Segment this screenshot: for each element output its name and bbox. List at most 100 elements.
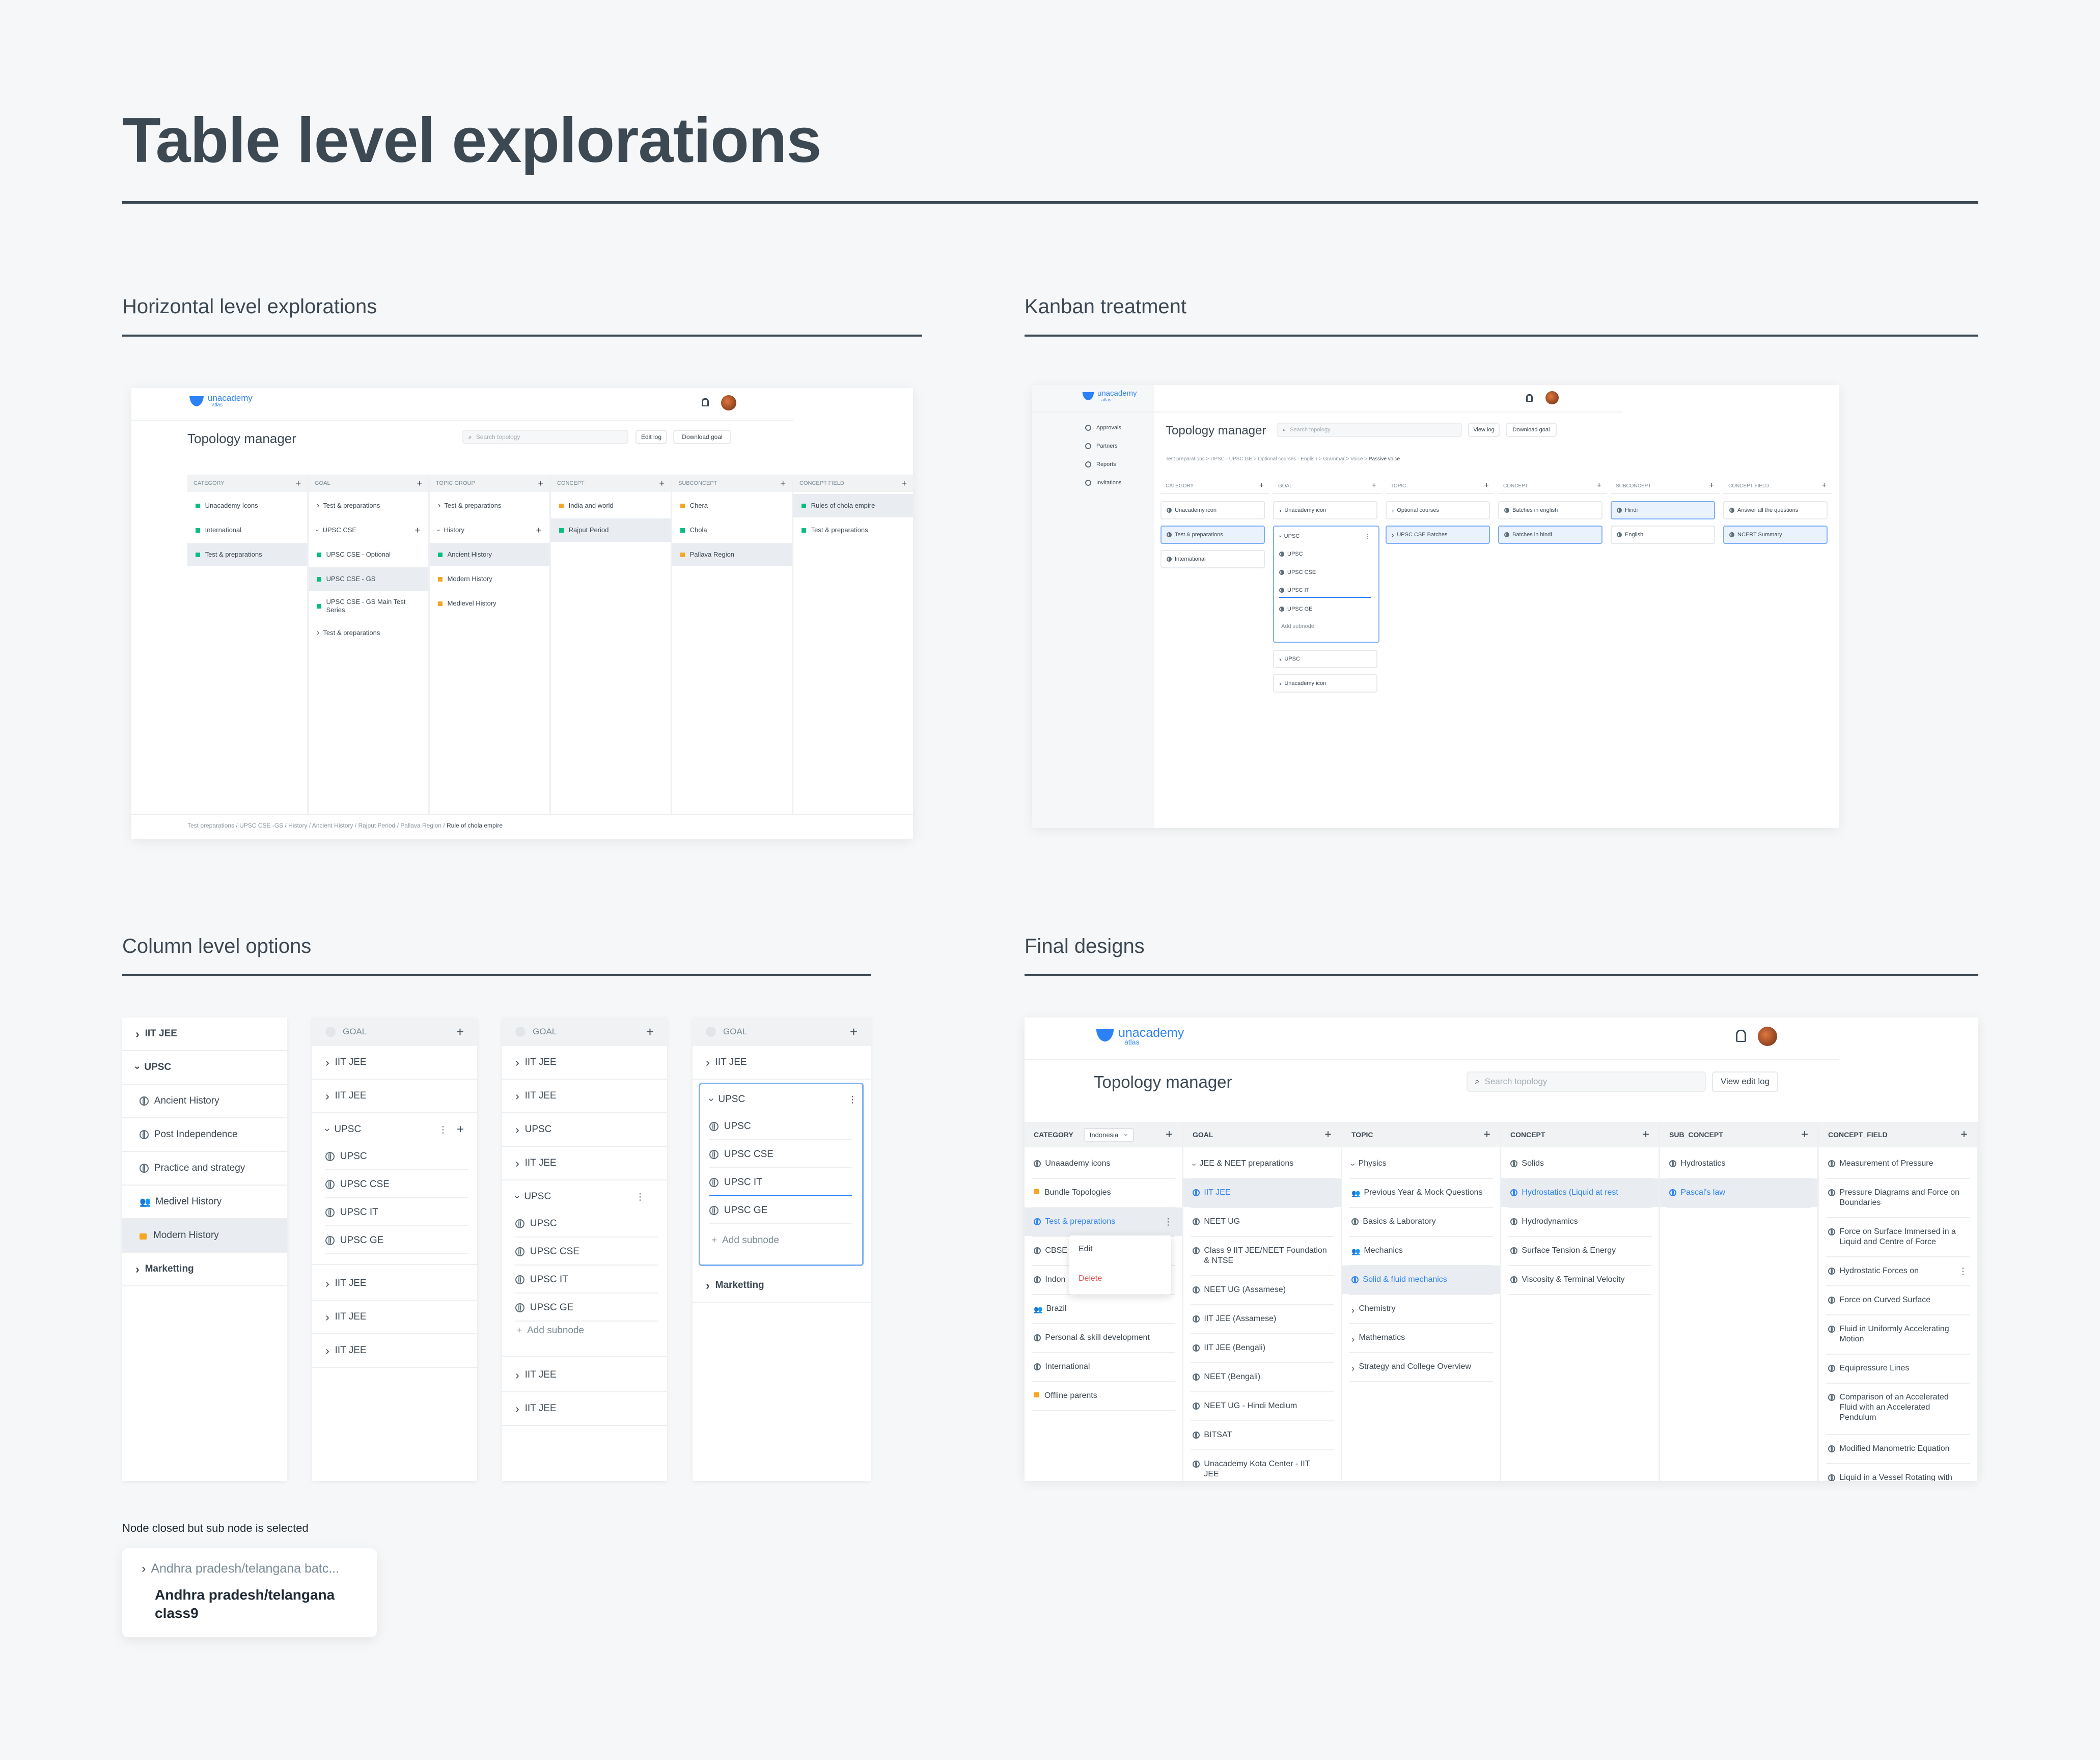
list-item[interactable]: 👥 Mechanics	[1342, 1236, 1500, 1265]
list-item[interactable]: Basics & Laboratory	[1342, 1207, 1500, 1236]
nav-item-invitations[interactable]: Invitations	[1085, 477, 1122, 489]
subnode-item[interactable]: UPSC IT	[709, 1170, 852, 1196]
kanban-card[interactable]: Hindi	[1611, 501, 1715, 519]
list-item[interactable]: Medievel History	[430, 592, 549, 615]
list-item[interactable]: Test & preparations	[187, 543, 307, 566]
list-item[interactable]: Comparison of an Accelerated Fluid with a…	[1819, 1383, 1977, 1434]
list-item[interactable]: › History +	[430, 518, 549, 542]
list-item[interactable]: Unacademy Icons	[187, 494, 307, 517]
list-item[interactable]: Test & preparations ⋮	[1025, 1207, 1182, 1236]
group-item[interactable]: UPSC IT	[1279, 584, 1371, 598]
list-item[interactable]: Hydrostatics (Liquid at rest	[1501, 1178, 1659, 1207]
add-icon[interactable]: +	[1483, 1128, 1490, 1141]
list-item[interactable]: Indon	[1025, 1266, 1182, 1294]
kanban-card[interactable]: Test & preparations	[1160, 526, 1265, 544]
list-item[interactable]: › IIT JEE	[502, 1147, 667, 1179]
add-icon[interactable]: +	[1371, 481, 1376, 490]
add-subnode-button[interactable]: Add subnode	[1281, 623, 1314, 629]
subnode-item[interactable]: UPSC CSE	[325, 1172, 468, 1198]
more-icon[interactable]: ⋮	[848, 1094, 857, 1105]
list-item[interactable]: › Mathematics	[1342, 1324, 1500, 1352]
list-item[interactable]: › IIT JEE	[502, 1080, 667, 1112]
list-item[interactable]: Unacademy Kota Center - IIT JEE	[1183, 1450, 1341, 1481]
add-icon[interactable]: +	[456, 1122, 464, 1136]
list-item[interactable]: › IIT JEE	[312, 1080, 477, 1112]
view-edit-log-button[interactable]: View edit log	[1712, 1071, 1778, 1092]
add-icon[interactable]: +	[538, 478, 543, 488]
list-item[interactable]: Ancient History	[122, 1085, 287, 1117]
add-icon[interactable]: +	[1821, 481, 1827, 490]
list-item[interactable]: Post Independence	[122, 1118, 287, 1151]
add-icon[interactable]: +	[1960, 1128, 1968, 1141]
list-item[interactable]: Ancient History	[430, 543, 549, 566]
list-item[interactable]: Fluid in Uniformly Accelerating Motion	[1819, 1315, 1977, 1354]
list-item[interactable]: › UPSC	[122, 1051, 287, 1084]
list-item[interactable]: Force on Surface Immersed in a Liquid and…	[1819, 1218, 1977, 1256]
list-item[interactable]: IIT JEE (Assamese)	[1183, 1305, 1341, 1333]
breadcrumb-item[interactable]: UPSC - UPSC GE	[1210, 456, 1252, 462]
group-header[interactable]: ›UPSC ⋮	[709, 1089, 857, 1110]
list-item[interactable]: NEET UG - Hindi Medium	[1183, 1392, 1341, 1420]
list-item[interactable]: › Test & preparations	[430, 494, 549, 517]
list-item[interactable]: › IIT JEE	[502, 1359, 667, 1391]
download-goal-button[interactable]: Download goal	[673, 430, 731, 444]
group-item[interactable]: UPSC	[1279, 547, 1371, 561]
list-item[interactable]: NEET UG (Assamese)	[1183, 1276, 1341, 1304]
selected-subnode[interactable]: Andhra pradesh/telangana class9	[155, 1587, 335, 1621]
list-item[interactable]: CBSE	[1025, 1236, 1182, 1265]
list-item[interactable]: UPSC CSE - GS Main Test Series	[309, 592, 428, 620]
collapsed-node[interactable]: › Andhra pradesh/telangana batc...	[142, 1561, 340, 1576]
list-item[interactable]: › UPSC	[502, 1113, 667, 1146]
breadcrumb-item[interactable]: Ancient History	[312, 822, 353, 829]
add-icon[interactable]: +	[780, 478, 786, 488]
kanban-card[interactable]: Answer all the questions	[1723, 501, 1828, 519]
list-item[interactable]: › Marketting	[693, 1269, 871, 1302]
add-icon[interactable]: +	[659, 478, 665, 488]
list-item[interactable]: IIT JEE	[1183, 1178, 1341, 1207]
list-item[interactable]: Pascal's law	[1660, 1178, 1817, 1207]
list-item[interactable]: Rules of chola empire	[793, 494, 913, 517]
breadcrumb-item[interactable]: UPSC CSE -GS	[239, 822, 284, 829]
kanban-card[interactable]: NCERT Summary	[1723, 526, 1828, 544]
list-item[interactable]: Unaaademy icons	[1025, 1149, 1182, 1178]
more-icon[interactable]: ⋮	[1164, 1217, 1173, 1227]
kanban-card[interactable]: › Unacademy icon	[1273, 501, 1377, 519]
list-item[interactable]: BITSAT	[1183, 1421, 1341, 1449]
kanban-card[interactable]: › UPSC	[1273, 650, 1377, 668]
search-input[interactable]: ⌕ Search topology	[1467, 1071, 1706, 1092]
nav-item-reports[interactable]: Reports	[1085, 458, 1116, 471]
subnode-item[interactable]: UPSC	[709, 1114, 852, 1140]
add-icon[interactable]: +	[646, 1024, 654, 1039]
add-icon[interactable]: +	[1709, 481, 1714, 490]
list-item[interactable]: Chera	[672, 494, 792, 517]
breadcrumb-item[interactable]: Pallava Region	[400, 822, 441, 829]
list-item[interactable]: IIT JEE (Bengali)	[1183, 1334, 1341, 1362]
list-item[interactable]: › JEE & NEET preparations	[1183, 1149, 1341, 1178]
list-item[interactable]: International	[1025, 1353, 1182, 1381]
avatar[interactable]	[1758, 1027, 1777, 1046]
list-item[interactable]: India and world	[551, 494, 671, 517]
download-goal-button[interactable]: Download goal	[1506, 423, 1557, 437]
list-item[interactable]: Viscosity & Terminal Velocity	[1501, 1266, 1659, 1294]
breadcrumb-item[interactable]: Voice	[1350, 456, 1363, 462]
group-item[interactable]: UPSC CSE	[1279, 565, 1371, 580]
add-subnode-button[interactable]: + Add subnode	[516, 1325, 585, 1336]
nav-item-approvals[interactable]: Approvals	[1085, 422, 1121, 434]
group-header[interactable]: ›UPSC ⋮	[1279, 531, 1371, 542]
list-item[interactable]: Rajput Period	[551, 518, 671, 542]
search-input[interactable]: ⌕ Search topology	[462, 430, 628, 444]
kanban-card[interactable]: › Unacademy icon	[1273, 674, 1377, 693]
list-item[interactable]: Practice and strategy	[122, 1152, 287, 1185]
list-item[interactable]: › UPSC CSE +	[309, 518, 428, 542]
add-icon[interactable]: +	[1484, 481, 1489, 490]
kanban-card[interactable]: Batches in hindi	[1498, 526, 1602, 544]
list-item[interactable]: Surface Tension & Energy	[1501, 1236, 1659, 1265]
node-closed-card[interactable]: › Andhra pradesh/telangana batc... Andhra…	[122, 1548, 377, 1637]
add-icon[interactable]: +	[849, 1024, 858, 1039]
kanban-card[interactable]: › Optional courses	[1386, 501, 1490, 519]
more-icon[interactable]: ⋮	[1958, 1266, 1968, 1276]
add-subnode-button[interactable]: + Add subnode	[711, 1235, 780, 1246]
avatar[interactable]	[1545, 391, 1559, 404]
